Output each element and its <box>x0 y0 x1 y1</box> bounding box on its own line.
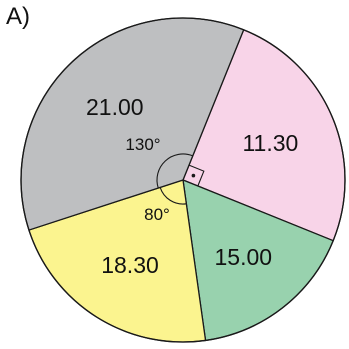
right-angle-marker <box>188 164 205 187</box>
pie-outline <box>20 17 346 343</box>
slice-value-label: 21.00 <box>86 94 144 120</box>
slice-value-label: 18.30 <box>101 252 159 278</box>
angle-arc <box>159 187 187 205</box>
slice-value-label: 15.00 <box>215 244 273 270</box>
angle-label: 80° <box>144 205 170 224</box>
angle-label: 130° <box>125 135 160 154</box>
slice-value-label: 11.30 <box>242 130 298 156</box>
panel-label: A) <box>6 3 30 30</box>
angle-arc <box>156 153 193 189</box>
right-angle-dot <box>191 173 196 178</box>
